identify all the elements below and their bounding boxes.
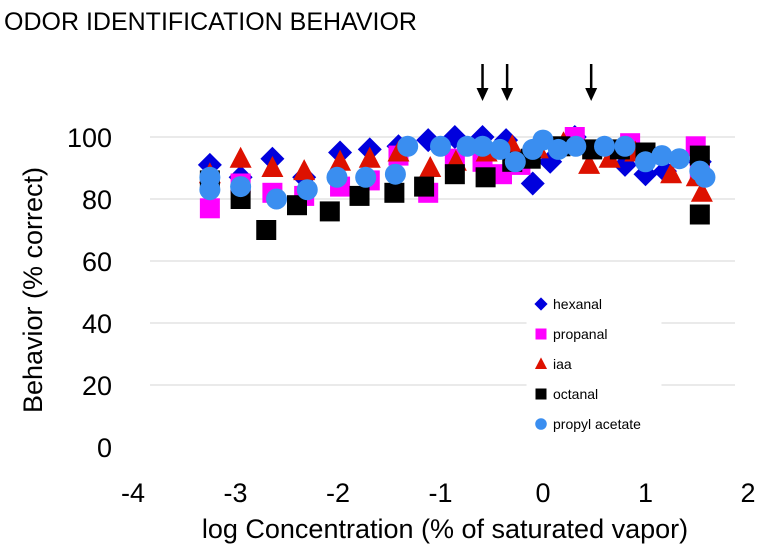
data-point — [594, 135, 615, 157]
data-point — [229, 146, 252, 168]
data-point — [397, 135, 419, 157]
data-point — [635, 151, 656, 173]
data-point — [261, 156, 284, 177]
y-tick-label: 0 — [97, 433, 112, 463]
legend-label: hexanal — [553, 296, 602, 312]
legend-marker-circle-icon — [535, 418, 547, 430]
data-point — [668, 148, 690, 170]
y-tick-label: 100 — [67, 123, 112, 153]
x-tick-label: 1 — [638, 478, 653, 508]
y-tick-label: 20 — [82, 371, 112, 401]
x-tick-label: -3 — [223, 478, 247, 508]
data-point — [414, 176, 435, 197]
data-point — [287, 195, 307, 216]
data-point — [230, 176, 252, 198]
y-tick-label: 80 — [82, 185, 112, 215]
x-axis-label: log Concentration (% of saturated vapor) — [202, 514, 688, 544]
y-axis-label: Behavior (% correct) — [18, 167, 48, 413]
data-point — [199, 198, 220, 219]
x-tick-label: 0 — [535, 478, 550, 508]
data-point — [319, 201, 340, 222]
data-point — [598, 146, 621, 168]
data-point — [472, 135, 494, 157]
data-point — [430, 135, 451, 157]
data-point — [384, 163, 406, 185]
data-point — [689, 145, 710, 166]
data-point — [326, 166, 348, 188]
data-point — [293, 159, 316, 181]
legend-label: propanal — [553, 326, 608, 342]
data-point — [256, 220, 277, 240]
x-tick-label: -2 — [326, 478, 350, 508]
data-point — [475, 167, 496, 188]
arrow-head-icon — [476, 88, 489, 101]
data-point — [329, 149, 352, 171]
data-point — [296, 179, 318, 201]
data-point — [565, 135, 587, 157]
legend-marker-square-icon — [535, 388, 547, 400]
data-point — [694, 166, 716, 188]
data-point — [358, 146, 381, 168]
x-tick-label: 2 — [740, 478, 755, 508]
data-point — [660, 162, 683, 184]
data-point — [355, 166, 377, 188]
data-point — [532, 129, 554, 151]
data-point — [456, 135, 478, 157]
data-point — [444, 164, 465, 185]
chart-title: ODOR IDENTIFICATION BEHAVIOR — [4, 8, 417, 36]
legend-label: iaa — [553, 356, 572, 372]
data-point — [520, 171, 545, 196]
legend-label: octanal — [553, 386, 598, 402]
y-tick-label: 40 — [82, 309, 112, 339]
data-point — [349, 185, 370, 206]
data-point — [384, 182, 405, 203]
x-tick-label: -4 — [121, 478, 145, 508]
series-propyl-acetate — [199, 129, 716, 210]
legend-marker-diamond-icon — [534, 297, 548, 311]
arrow-head-icon — [585, 88, 598, 101]
data-point — [547, 138, 569, 160]
data-point — [199, 179, 221, 201]
y-tick-label: 60 — [82, 247, 112, 277]
data-point — [689, 204, 710, 225]
data-point — [690, 180, 713, 202]
legend-label: propyl acetate — [553, 416, 641, 432]
data-point — [651, 145, 673, 167]
legend-marker-square-icon — [535, 328, 547, 340]
arrow-head-icon — [501, 88, 514, 101]
x-tick-label: -1 — [428, 478, 452, 508]
data-point — [504, 151, 526, 173]
data-point — [266, 188, 287, 210]
data-point — [489, 138, 511, 160]
legend: hexanal propanal iaa octanal propyl acetate — [526, 289, 662, 441]
data-point — [419, 156, 442, 177]
legend-marker-triangle-icon — [534, 357, 548, 369]
data-point — [614, 135, 636, 157]
data-point — [578, 152, 601, 174]
